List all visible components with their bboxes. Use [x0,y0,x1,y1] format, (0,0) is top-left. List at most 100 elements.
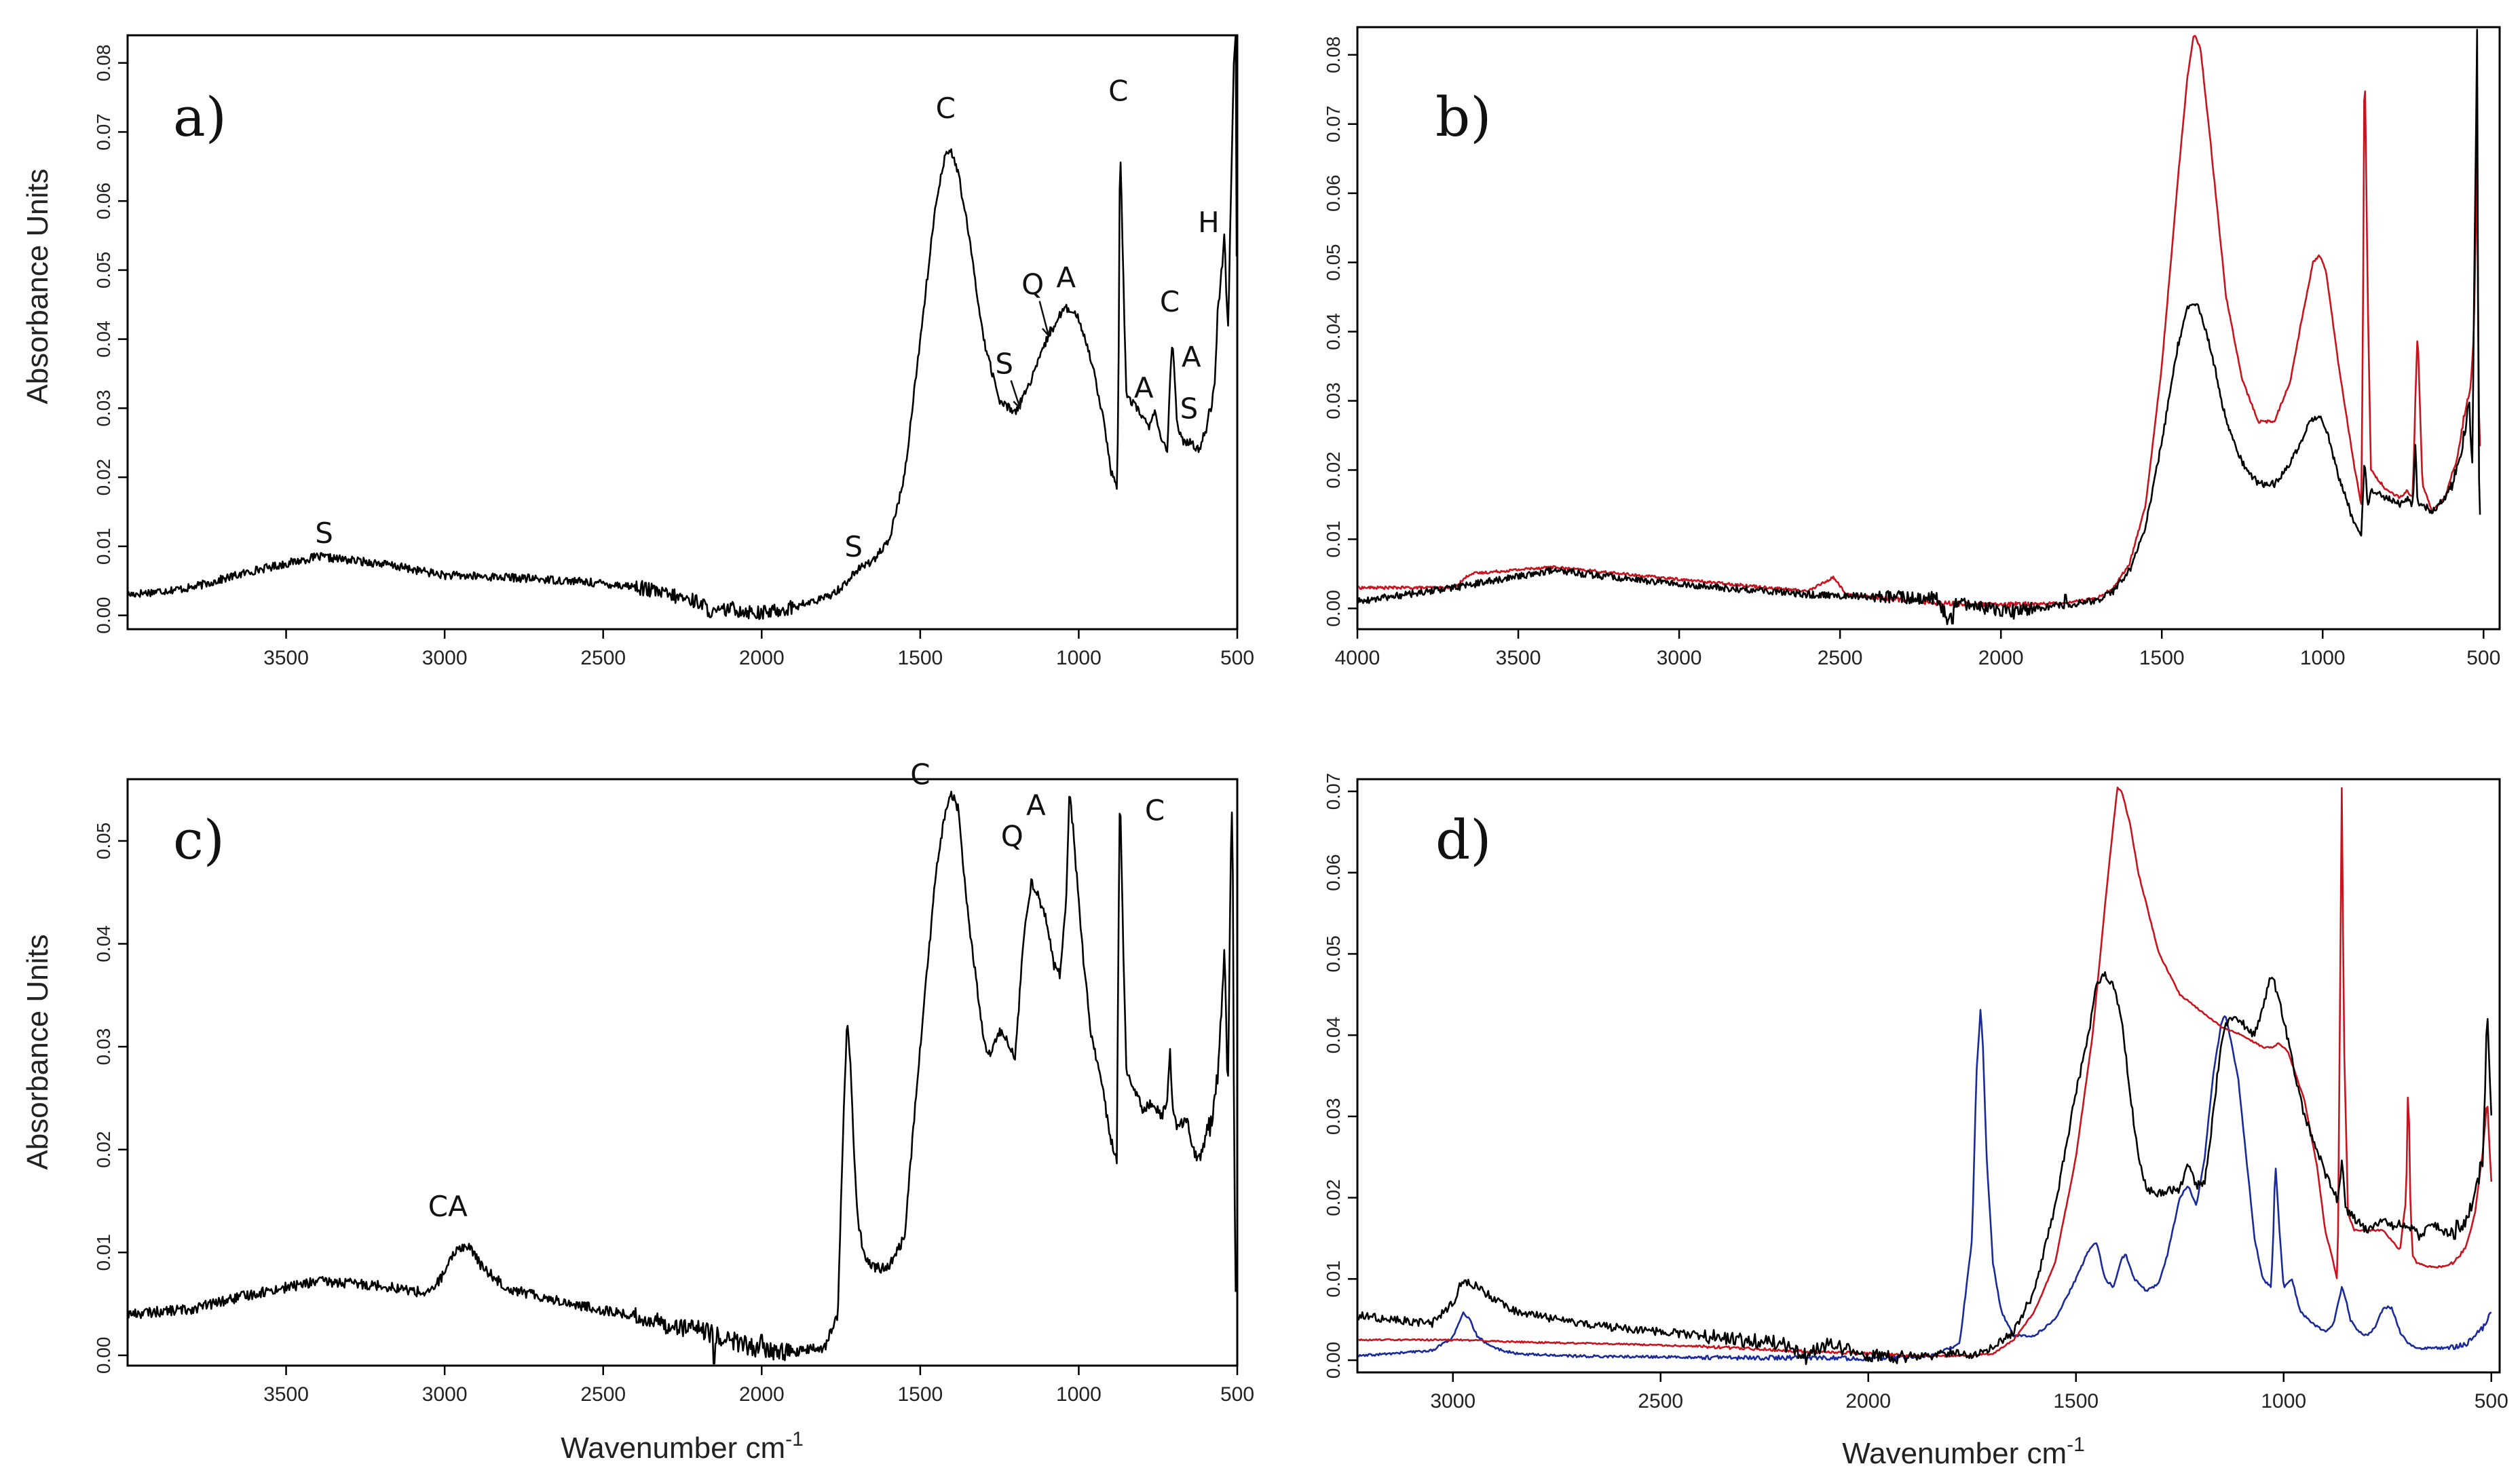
x-axis-title-right: Wavenumber cm-1 [1842,1433,2085,1470]
y-tick-label: 0.07 [93,113,114,151]
x-axis-title-left: Wavenumber cm-1 [561,1428,804,1465]
x-tick-label: 3000 [1657,647,1702,669]
x-tick-label: 3500 [263,1383,309,1406]
annotation-arrow [1010,380,1021,409]
x-tick-label: 3500 [1496,647,1541,669]
peak-annotation: C [910,758,930,791]
series-line-spectrum [128,791,1237,1365]
plot-frame [126,778,1239,1367]
panel-b: 4000 3500 3000 2500 2000 1500 1000 500 0.00 0.01 0… [1323,26,2501,669]
y-tick-label: 0.05 [93,252,114,289]
y-tick-label: 0.05 [1323,244,1344,281]
x-tick-label: 2000 [1978,647,2024,669]
series-line-black [1358,971,2493,1366]
y-tick-label: 0.00 [93,1337,114,1374]
y-tick-label: 0.04 [1323,313,1344,350]
peak-annotation: A [1056,261,1076,294]
x-tick-label: 4000 [1335,647,1380,669]
plot-frame [126,34,1239,631]
x-tick-label: 500 [2466,647,2500,669]
x-axis-title-left-main: Wavenumber cm [561,1431,785,1465]
y-tick-label: 0.04 [93,320,114,358]
x-tick-label: 1500 [2139,647,2185,669]
peak-annotation: A [1134,371,1154,405]
annotation-arrowhead [1042,326,1051,338]
peak-annotation: Q [1021,268,1044,301]
peak-annotation: S [1180,392,1199,426]
x-tick-label: 2000 [739,647,785,669]
x-tick-label: 1000 [2300,647,2346,669]
y-tick-label: 0.03 [1323,1098,1344,1136]
x-tick-label: 3500 [263,647,309,669]
y-tick-label: 0.01 [1323,521,1344,558]
y-tick-label: 0.05 [1323,935,1344,973]
series-line-spectrum [128,36,1237,620]
x-axis-title-left-sup: -1 [785,1428,804,1450]
x-tick-label: 500 [2475,1390,2508,1412]
series-line-black [1358,29,2481,626]
y-tick-label: 0.00 [1323,590,1344,627]
y-axis-title-bottom: Absorbance Units [21,934,54,1169]
plot-frame [1356,778,2501,1374]
x-tick-label: 2500 [580,647,626,669]
x-tick-label: 2000 [739,1383,785,1406]
y-tick-label: 0.04 [1323,1017,1344,1054]
y-tick-label: 0.06 [1323,174,1344,212]
y-tick-label: 0.02 [93,459,114,496]
y-tick-label: 0.01 [93,1234,114,1271]
series-line-red [1358,35,2481,608]
peak-annotation: S [844,530,863,563]
y-tick-label: 0.05 [93,823,114,860]
y-tick-label: 0.07 [1323,105,1344,143]
y-tick-label: 0.08 [1323,37,1344,74]
panel-label: b) [1435,86,1491,149]
y-tick-label: 0.06 [93,183,114,220]
peak-annotation: C [1108,75,1128,108]
peak-annotation: Q [1001,820,1023,853]
series-line-red [1358,787,2493,1358]
plot-frame [1356,26,2501,631]
y-tick-label: 0.02 [1323,1179,1344,1216]
annotation-arrowhead [1013,398,1023,411]
y-tick-label: 0.02 [1323,451,1344,489]
y-tick-label: 0.03 [1323,382,1344,419]
x-tick-label: 3000 [1430,1390,1475,1412]
panel-label: a) [173,86,227,149]
x-tick-label: 2500 [1638,1390,1683,1412]
x-tick-label: 1000 [1056,1383,1102,1406]
y-tick-label: 0.00 [1323,1342,1344,1379]
annotation-arrow [1038,301,1050,336]
panel-c: 3500 3000 2500 2000 1500 1000 500 0.00 0.01 0.02 0… [93,758,1254,1406]
peak-annotation: A [1182,340,1201,373]
y-tick-label: 0.03 [93,390,114,427]
peak-annotation: C [1160,285,1180,318]
peak-annotation: C [936,92,956,125]
y-tick-label: 0.04 [93,925,114,962]
y-tick-label: 0.01 [1323,1260,1344,1298]
x-tick-label: 1500 [897,1383,943,1406]
panel-d: 3000 2500 2000 1500 1000 500 0.00 0.01 0.02 0.03 0… [1323,773,2508,1412]
x-tick-label: 1500 [897,647,943,669]
peak-annotation: CA [428,1190,468,1223]
x-tick-label: 1500 [2053,1390,2099,1412]
peak-annotation: S [315,517,333,550]
y-axis-title-top: Absorbance Units [21,168,54,404]
y-tick-label: 0.01 [93,528,114,565]
x-tick-label: 2500 [580,1383,626,1406]
x-axis-title-right-main: Wavenumber cm [1842,1437,2067,1470]
panel-label: d) [1435,808,1491,871]
x-tick-label: 2500 [1818,647,1863,669]
peak-annotation: C [1145,794,1165,827]
x-tick-label: 500 [1220,1383,1254,1406]
y-tick-label: 0.08 [93,44,114,81]
x-tick-label: 500 [1220,647,1254,669]
x-tick-label: 2000 [1845,1390,1891,1412]
y-tick-label: 0.03 [93,1028,114,1066]
x-tick-label: 1000 [2261,1390,2306,1412]
series-line-blue [1358,1009,2492,1362]
y-tick-label: 0.07 [1323,773,1344,810]
peak-annotation: A [1026,789,1046,822]
x-tick-label: 3000 [422,1383,468,1406]
x-tick-label: 1000 [1056,647,1102,669]
